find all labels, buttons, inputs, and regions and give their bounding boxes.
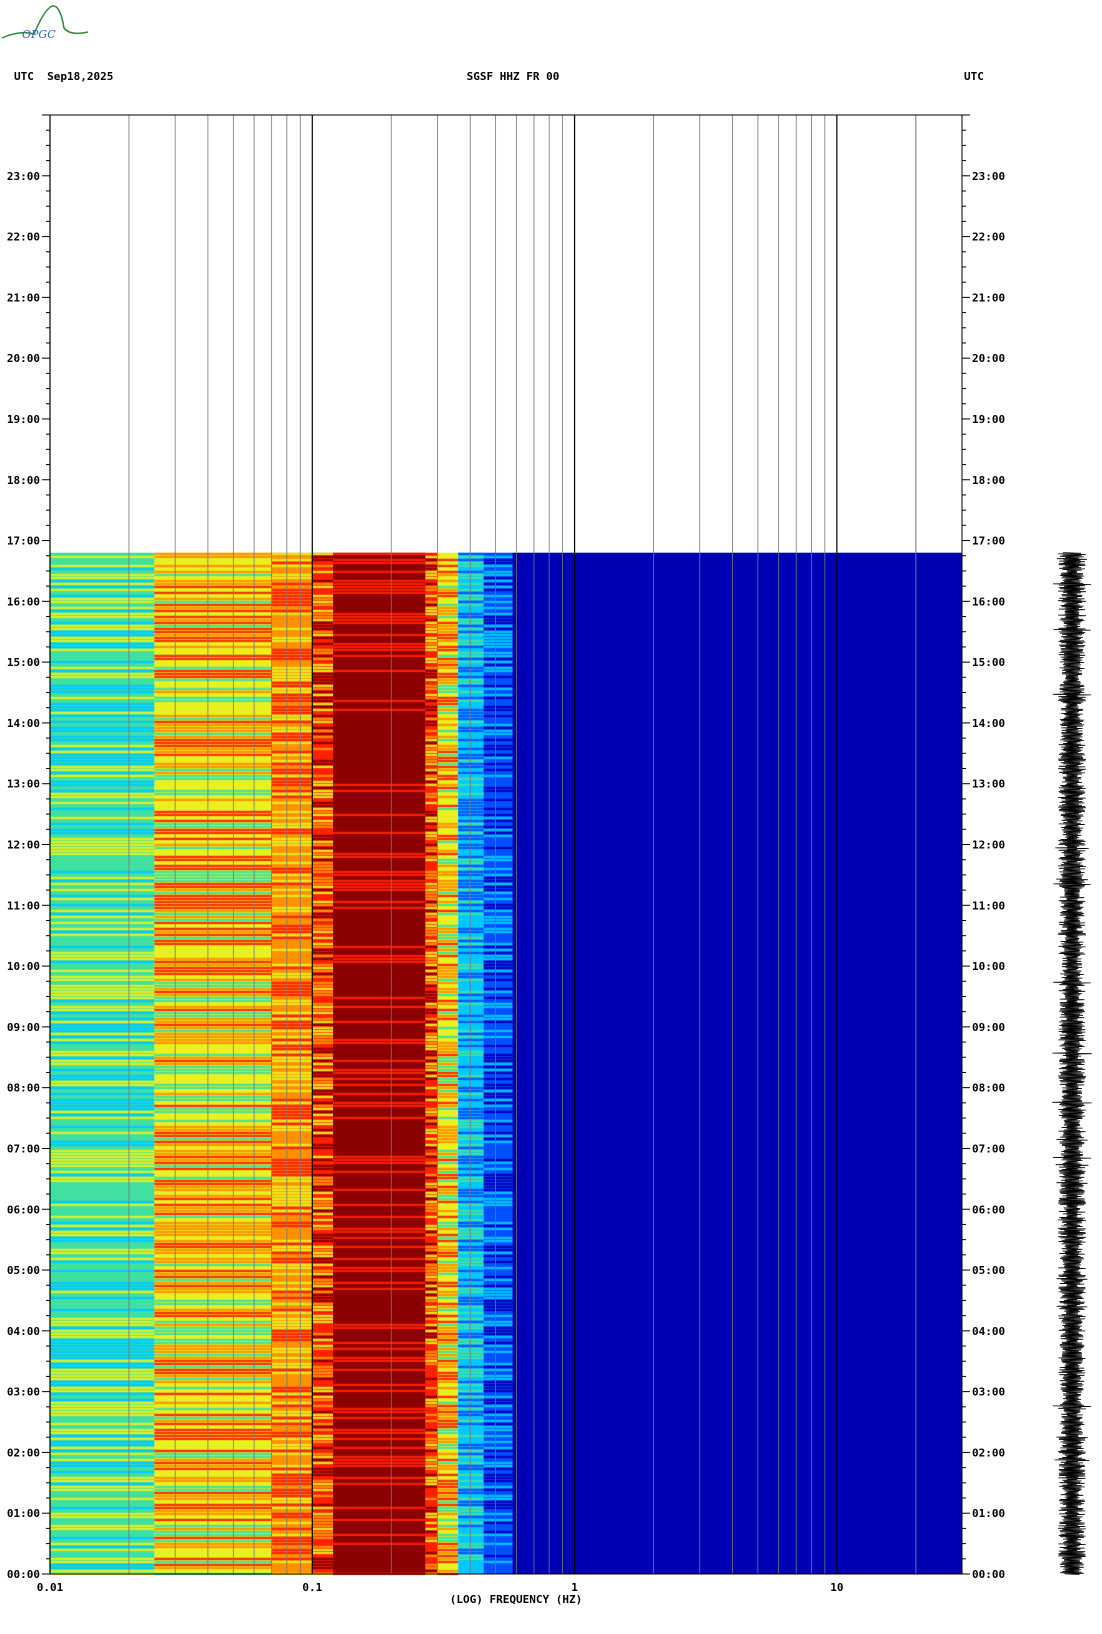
station-title: SGSF HHZ FR 00: [466, 70, 560, 83]
time-tick-label-right: 04:00: [972, 1325, 1005, 1338]
time-tick-label-left: 11:00: [7, 899, 40, 912]
spectrogram-heatmap: [50, 552, 962, 1576]
time-tick-label-left: 23:00: [7, 170, 40, 183]
time-tick-label-right: 02:00: [972, 1446, 1005, 1459]
time-tick-label-left: 21:00: [7, 291, 40, 304]
heat-band-texture-5: [425, 555, 438, 1576]
time-tick-label-left: 18:00: [7, 474, 40, 487]
freq-tick-label: 0.1: [302, 1581, 322, 1594]
heat-band-texture-1: [154, 552, 272, 1576]
time-tick-label-right: 17:00: [972, 535, 1005, 548]
time-tick-label-right: 16:00: [972, 595, 1005, 608]
time-tick-label-left: 00:00: [7, 1568, 40, 1581]
freq-tick-label: 1: [571, 1581, 578, 1594]
heat-band-texture-6: [437, 558, 459, 1576]
time-tick-label-right: 11:00: [972, 899, 1005, 912]
time-tick-label-left: 15:00: [7, 656, 40, 669]
header-left-label: UTC Sep18,2025: [14, 70, 114, 83]
header-right-label: UTC: [964, 70, 984, 83]
time-tick-label-right: 21:00: [972, 291, 1005, 304]
heat-band-texture-2: [271, 552, 313, 1576]
time-axis: 00:00 00:00 01:00 01:00 02:00 02:00 03:00 03:00…: [7, 114, 1005, 1581]
heat-band-texture-0: [50, 555, 155, 1576]
time-tick-label-right: 07:00: [972, 1142, 1005, 1155]
time-tick-label-right: 15:00: [972, 656, 1005, 669]
svg-text:OPGC: OPGC: [22, 28, 56, 41]
time-tick-label-left: 01:00: [7, 1507, 40, 1520]
seismogram-waveform: [1052, 552, 1092, 1575]
time-tick-label-left: 12:00: [7, 839, 40, 852]
time-tick-label-left: 14:00: [7, 717, 40, 730]
time-tick-label-right: 22:00: [972, 231, 1005, 244]
time-tick-label-right: 03:00: [972, 1386, 1005, 1399]
time-tick-label-left: 02:00: [7, 1446, 40, 1459]
heat-band-4: [333, 552, 426, 1574]
time-tick-label-left: 19:00: [7, 413, 40, 426]
time-tick-label-left: 09:00: [7, 1021, 40, 1034]
heat-band-texture-8: [483, 555, 513, 1564]
time-tick-label-right: 12:00: [972, 839, 1005, 852]
time-tick-label-left: 13:00: [7, 778, 40, 791]
heat-band-9: [512, 552, 962, 1574]
time-tick-label-left: 22:00: [7, 231, 40, 244]
time-tick-label-left: 07:00: [7, 1142, 40, 1155]
time-tick-label-right: 06:00: [972, 1203, 1005, 1216]
time-tick-label-left: 20:00: [7, 352, 40, 365]
time-tick-label-right: 13:00: [972, 778, 1005, 791]
time-tick-label-right: 10:00: [972, 960, 1005, 973]
time-tick-label-left: 05:00: [7, 1264, 40, 1277]
time-tick-label-right: 05:00: [972, 1264, 1005, 1277]
time-tick-label-right: 09:00: [972, 1021, 1005, 1034]
opgc-logo: OPGC: [1, 5, 89, 41]
time-tick-label-right: 19:00: [972, 413, 1005, 426]
time-tick-label-left: 17:00: [7, 535, 40, 548]
time-tick-label-right: 20:00: [972, 352, 1005, 365]
time-tick-label-right: 18:00: [972, 474, 1005, 487]
time-tick-label-right: 14:00: [972, 717, 1005, 730]
time-tick-label-right: 08:00: [972, 1082, 1005, 1095]
time-tick-label-left: 10:00: [7, 960, 40, 973]
time-tick-label-left: 06:00: [7, 1203, 40, 1216]
freq-tick-label: 0.01: [37, 1581, 64, 1594]
heat-band-texture-7: [458, 552, 484, 1561]
time-tick-label-left: 04:00: [7, 1325, 40, 1338]
time-tick-label-right: 00:00: [972, 1568, 1005, 1581]
x-axis-label: (LOG) FREQUENCY (HZ): [450, 1593, 582, 1606]
time-tick-label-right: 23:00: [972, 170, 1005, 183]
freq-tick-label: 10: [830, 1581, 843, 1594]
time-tick-label-left: 16:00: [7, 595, 40, 608]
seismogram-trace: [1052, 552, 1092, 1575]
time-tick-label-left: 08:00: [7, 1082, 40, 1095]
time-tick-label-right: 01:00: [972, 1507, 1005, 1520]
heat-band-texture-4: [333, 552, 426, 1576]
time-tick-label-left: 03:00: [7, 1386, 40, 1399]
frequency-axis: 0.01 0.1 1 10: [37, 1581, 844, 1594]
